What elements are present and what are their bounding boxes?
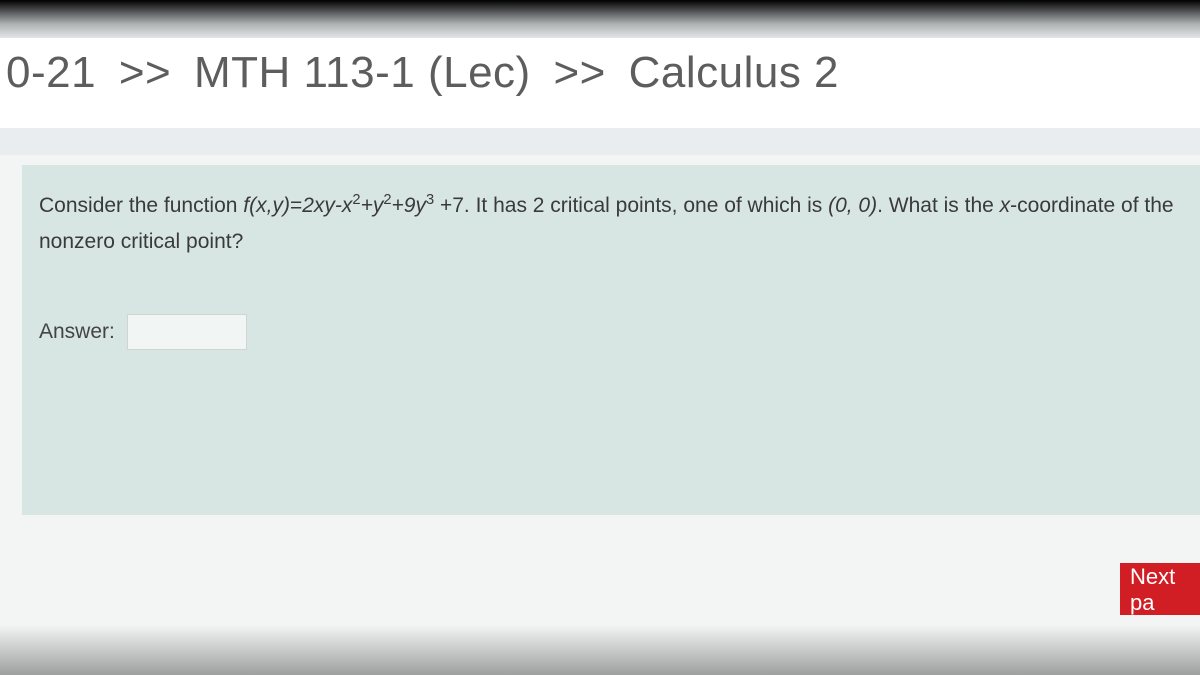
question-function-name: f(x,y) [243, 194, 290, 217]
question-sup-2b: 2 [383, 192, 391, 208]
question-tail-2: . What is the [877, 194, 1000, 217]
answer-row: Answer: [23, 259, 1199, 350]
breadcrumb: 0-21 >> MTH 113-1 (Lec) >> Calculus 2 [0, 38, 1200, 128]
question-intro: Consider the function [39, 194, 243, 217]
question-panel: Consider the function f(x,y)=2xy-x2+y2+9… [22, 165, 1200, 515]
breadcrumb-part-2[interactable]: MTH 113-1 (Lec) [194, 48, 531, 97]
question-xcoord-label: x [1000, 194, 1011, 217]
question-text: Consider the function f(x,y)=2xy-x2+y2+9… [23, 166, 1199, 259]
question-equals: = [290, 194, 302, 217]
answer-label: Answer: [39, 320, 115, 344]
breadcrumb-part-3[interactable]: Calculus 2 [629, 48, 839, 97]
question-sup-3: 3 [426, 192, 434, 208]
next-page-button[interactable]: Next pa [1120, 563, 1200, 615]
answer-input[interactable] [127, 314, 247, 350]
question-expr-b: +y [361, 194, 384, 217]
breadcrumb-separator: >> [119, 48, 171, 97]
breadcrumb-separator: >> [553, 48, 605, 97]
question-tail-1: +7. It has 2 critical points, one of whi… [434, 194, 828, 217]
question-point: (0, 0) [828, 194, 877, 217]
screen: 0-21 >> MTH 113-1 (Lec) >> Calculus 2 Co… [0, 0, 1200, 675]
question-sup-2a: 2 [352, 192, 360, 208]
content-area: Consider the function f(x,y)=2xy-x2+y2+9… [0, 155, 1200, 675]
breadcrumb-inner: 0-21 >> MTH 113-1 (Lec) >> Calculus 2 [0, 48, 1200, 98]
question-expr-c: +9y [392, 194, 426, 217]
breadcrumb-part-1[interactable]: 0-21 [6, 48, 96, 97]
question-expr-a: 2xy-x [302, 194, 352, 217]
